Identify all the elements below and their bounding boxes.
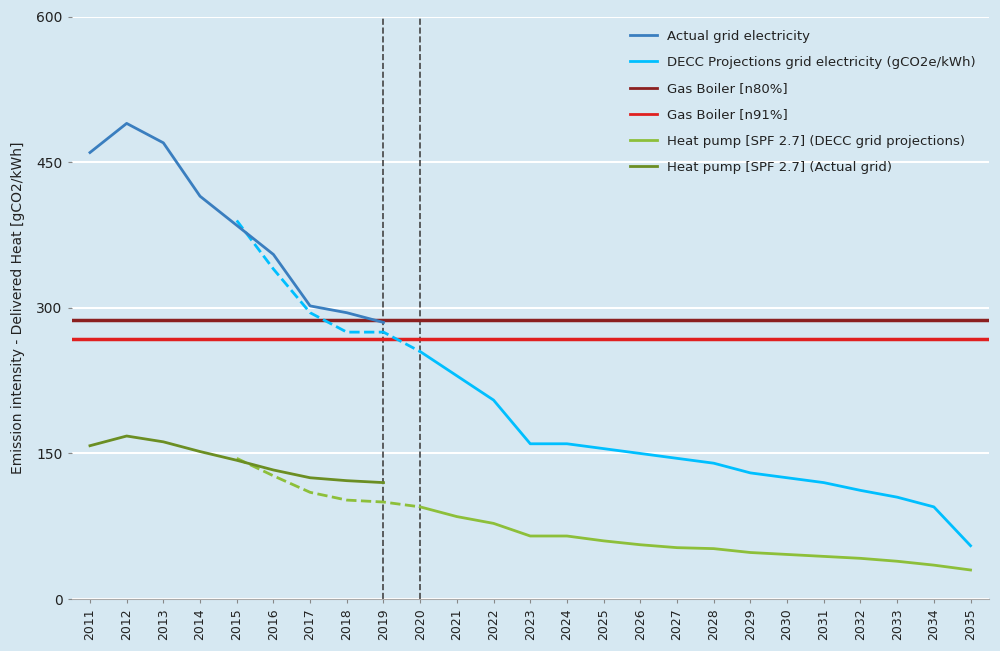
Legend: Actual grid electricity, DECC Projections grid electricity (gCO2e/kWh), Gas Boil: Actual grid electricity, DECC Projection…: [624, 23, 982, 180]
Y-axis label: Emission intensity - Delivered Heat [gCO2/kWh]: Emission intensity - Delivered Heat [gCO…: [11, 142, 25, 474]
